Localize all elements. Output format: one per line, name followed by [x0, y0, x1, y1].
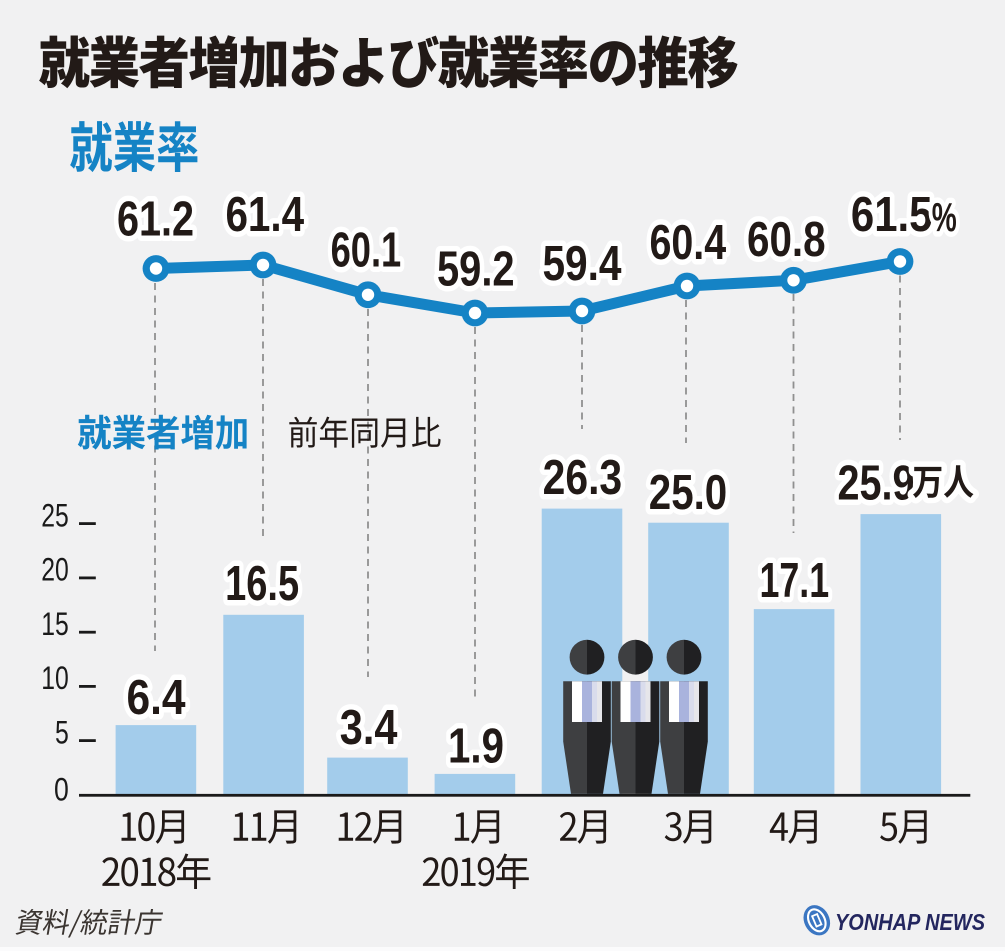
- svg-text:61.4: 61.4: [225, 188, 304, 242]
- svg-text:16.5: 16.5: [225, 557, 299, 611]
- svg-text:1.9: 1.9: [448, 720, 504, 774]
- svg-text:17.1: 17.1: [759, 554, 829, 608]
- svg-text:YONHAP NEWS: YONHAP NEWS: [835, 909, 985, 935]
- svg-text:61.5: 61.5: [851, 188, 933, 242]
- svg-text:60.8: 60.8: [747, 213, 826, 267]
- svg-text:59.4: 59.4: [542, 237, 621, 291]
- svg-text:25.9: 25.9: [838, 457, 915, 511]
- svg-text:6.4: 6.4: [126, 671, 185, 725]
- svg-text:3.4: 3.4: [340, 701, 398, 755]
- svg-text:%: %: [932, 194, 957, 240]
- svg-text:60.1: 60.1: [331, 223, 402, 277]
- svg-text:0: 0: [54, 770, 69, 807]
- svg-text:15: 15: [41, 605, 69, 642]
- svg-text:10: 10: [41, 659, 69, 696]
- svg-text:5: 5: [55, 713, 69, 750]
- svg-text:20: 20: [41, 551, 69, 588]
- svg-text:59.2: 59.2: [437, 242, 515, 296]
- svg-text:60.4: 60.4: [649, 216, 726, 270]
- svg-text:25: 25: [41, 496, 69, 533]
- svg-text:25.0: 25.0: [649, 466, 727, 520]
- svg-text:26.3: 26.3: [543, 451, 623, 505]
- svg-text:61.2: 61.2: [117, 192, 194, 246]
